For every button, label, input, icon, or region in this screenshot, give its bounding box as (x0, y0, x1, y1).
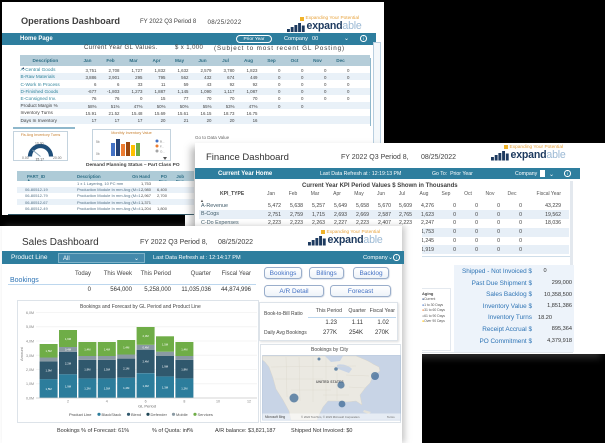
svg-text:6,0M: 6,0M (26, 311, 34, 315)
svg-text:2,3M: 2,3M (142, 334, 149, 338)
svg-text:© 2022 TomTom, © 2023 Microsof: © 2022 TomTom, © 2023 Microsoft Corporat… (301, 415, 360, 419)
svg-text:Defender: Defender (151, 412, 168, 417)
svg-text:1,9M: 1,9M (162, 365, 169, 369)
svg-text:1,5M: 1,5M (45, 349, 52, 353)
svg-text:Services: Services (198, 412, 213, 417)
svg-text:2,4M: 2,4M (142, 360, 149, 364)
svg-text:1,9M: 1,9M (65, 384, 72, 388)
svg-text:Microsoft Bing: Microsoft Bing (265, 415, 285, 419)
svg-text:1,9M: 1,9M (84, 368, 91, 372)
svg-text:0,4M: 0,4M (142, 346, 149, 350)
svg-text:5,0M: 5,0M (26, 325, 34, 329)
svg-text:1,5M: 1,5M (45, 387, 52, 391)
svg-text:0,4M: 0,4M (65, 348, 72, 352)
svg-text:4,0M: 4,0M (26, 340, 34, 344)
svg-text:0.00: 0.00 (22, 156, 29, 160)
svg-text:Blend: Blend (131, 412, 141, 417)
svg-text:1,6M: 1,6M (65, 337, 72, 341)
svg-text:GL Period: GL Period (138, 404, 156, 409)
svg-text:0,0M: 0,0M (26, 397, 34, 401)
svg-text:Terms: Terms (387, 415, 395, 419)
svg-text:UNITED STATES: UNITED STATES (316, 380, 344, 384)
svg-text:1,4M: 1,4M (142, 384, 149, 388)
svg-text:Product Line: Product Line (69, 412, 92, 417)
svg-text:1,5M: 1,5M (162, 342, 169, 346)
svg-text:2,2M: 2,2M (65, 361, 72, 365)
svg-text:10.00: 10.00 (35, 142, 44, 146)
svg-text:1,8M: 1,8M (181, 368, 188, 372)
svg-text:2,0M: 2,0M (26, 368, 34, 372)
svg-text:1,5M: 1,5M (104, 387, 111, 391)
svg-text:Amount: Amount (19, 346, 24, 361)
svg-text:1,5M: 1,5M (104, 368, 111, 372)
svg-text:1,4M: 1,4M (123, 386, 130, 390)
svg-text:10: 10 (216, 400, 220, 404)
svg-text:2,1M: 2,1M (123, 366, 130, 370)
svg-text:1,4M: 1,4M (123, 346, 130, 350)
svg-text:O...: O... (160, 150, 165, 154)
svg-text:1,4M: 1,4M (104, 347, 111, 351)
svg-text:1,4M: 1,4M (84, 347, 91, 351)
svg-text:15.17: 15.17 (36, 158, 45, 162)
svg-text:2: 2 (67, 400, 69, 404)
svg-text:20.00: 20.00 (53, 156, 62, 160)
svg-text:6: 6 (145, 400, 147, 404)
svg-text:1,3M: 1,3M (162, 386, 169, 390)
svg-text:1,9M: 1,9M (45, 369, 52, 373)
svg-text:8: 8 (183, 400, 185, 404)
svg-text:1,2M: 1,2M (181, 387, 188, 391)
svg-text:1,0M: 1,0M (26, 382, 34, 386)
svg-text:0b: 0b (96, 152, 100, 156)
svg-text:1,4M: 1,4M (181, 347, 188, 351)
svg-text:12: 12 (247, 400, 251, 404)
svg-text:B...: B... (160, 140, 165, 144)
svg-text:3,0M: 3,0M (26, 354, 34, 358)
svg-text:BlackStack: BlackStack (102, 412, 122, 417)
svg-text:Mobile: Mobile (176, 412, 189, 417)
svg-text:4: 4 (106, 400, 108, 404)
svg-text:5b: 5b (96, 140, 100, 144)
svg-text:1,2M: 1,2M (84, 387, 91, 391)
svg-text:F...: F... (160, 145, 164, 149)
